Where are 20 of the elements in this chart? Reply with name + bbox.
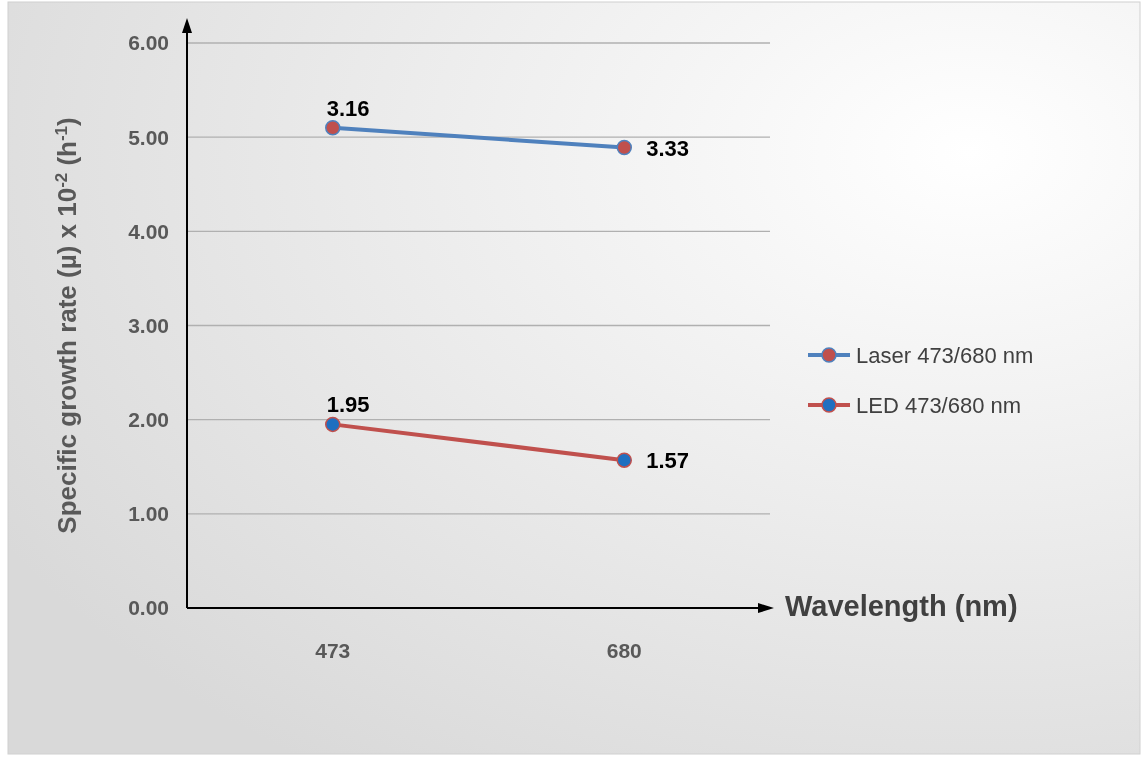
y-tick-label: 3.00 xyxy=(128,313,169,337)
y-tick-label: 2.00 xyxy=(128,408,169,432)
y-tick-label: 4.00 xyxy=(128,219,169,243)
x-axis-title: Wavelength (nm) xyxy=(785,590,1018,622)
point xyxy=(616,452,632,468)
point xyxy=(325,120,341,136)
annotation: 3.16 xyxy=(326,95,370,121)
y-tick-label: 0.00 xyxy=(128,596,169,620)
legend-label: LED 473/680 nm xyxy=(856,392,1022,418)
y-tick-label: 5.00 xyxy=(128,125,169,149)
y-tick-label: 1.00 xyxy=(128,502,169,526)
annotation: 3.33 xyxy=(646,135,690,161)
data-label: 1.95 xyxy=(326,392,370,418)
data-label: 1.57 xyxy=(646,448,690,474)
x-tick-label: 680 xyxy=(606,639,642,662)
legend-label: Laser 473/680 nm xyxy=(856,342,1034,368)
point xyxy=(325,416,341,433)
point xyxy=(616,139,632,156)
x-tick-label: 473 xyxy=(315,639,351,662)
y-tick-label: 6.00 xyxy=(128,31,169,55)
